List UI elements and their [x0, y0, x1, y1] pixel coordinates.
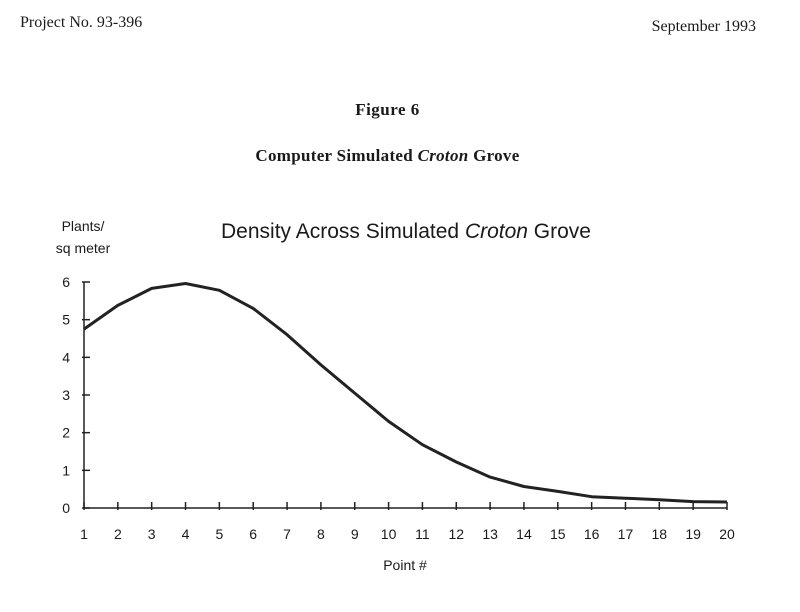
project-number: Project No. 93-396 [20, 14, 143, 31]
y-tick-label: 4 [62, 349, 70, 365]
y-axis-label-line2: sq meter [56, 240, 111, 256]
figure-caption-italic: Croton [417, 146, 469, 165]
x-tick-label: 6 [249, 526, 257, 542]
y-axis-label-line1: Plants/ [62, 218, 105, 234]
x-tick-label: 14 [516, 526, 532, 542]
x-ticks: 1 2 3 4 5 6 7 8 9 10 11 12 13 14 15 16 17 18 19 20 [80, 502, 735, 542]
x-tick-label: 13 [482, 526, 498, 542]
density-series-line [83, 282, 728, 504]
x-tick-label: 15 [550, 526, 566, 542]
y-tick-label: 1 [62, 462, 70, 478]
x-tick-label: 18 [652, 526, 668, 542]
chart-title-italic: Croton [465, 220, 528, 243]
x-tick-label: 10 [381, 526, 397, 542]
x-tick-label: 17 [618, 526, 634, 542]
x-tick-label: 9 [351, 526, 359, 542]
chart-title-prefix: Density Across Simulated [221, 220, 465, 243]
x-tick-label: 20 [719, 526, 735, 542]
report-date: September 1993 [651, 18, 756, 35]
y-tick-label: 2 [62, 425, 70, 441]
figure-caption: Computer Simulated Croton Grove [0, 146, 775, 166]
x-tick-label: 7 [283, 526, 291, 542]
y-tick-label: 5 [62, 312, 70, 328]
x-axis-label: Point # [383, 557, 427, 573]
y-tick-label: 0 [62, 500, 70, 516]
y-ticks: 0 1 2 3 4 5 6 [62, 274, 90, 516]
figure-number: Figure 6 [355, 100, 420, 119]
x-tick-label: 1 [80, 526, 88, 542]
y-tick-label: 3 [62, 387, 70, 403]
figure-caption-prefix: Computer Simulated [255, 146, 418, 165]
x-tick-label: 3 [148, 526, 156, 542]
x-tick-label: 12 [448, 526, 464, 542]
x-tick-label: 2 [114, 526, 122, 542]
chart-title: Density Across Simulated Croton Grove [221, 220, 591, 243]
y-tick-label: 6 [62, 274, 70, 290]
x-tick-label: 16 [584, 526, 600, 542]
x-tick-label: 11 [415, 526, 430, 542]
figure-caption-suffix: Grove [468, 146, 520, 165]
x-tick-label: 4 [182, 526, 190, 542]
x-tick-label: 5 [215, 526, 223, 542]
chart-title-suffix: Grove [528, 220, 591, 243]
x-tick-label: 8 [317, 526, 325, 542]
x-tick-label: 19 [685, 526, 701, 542]
